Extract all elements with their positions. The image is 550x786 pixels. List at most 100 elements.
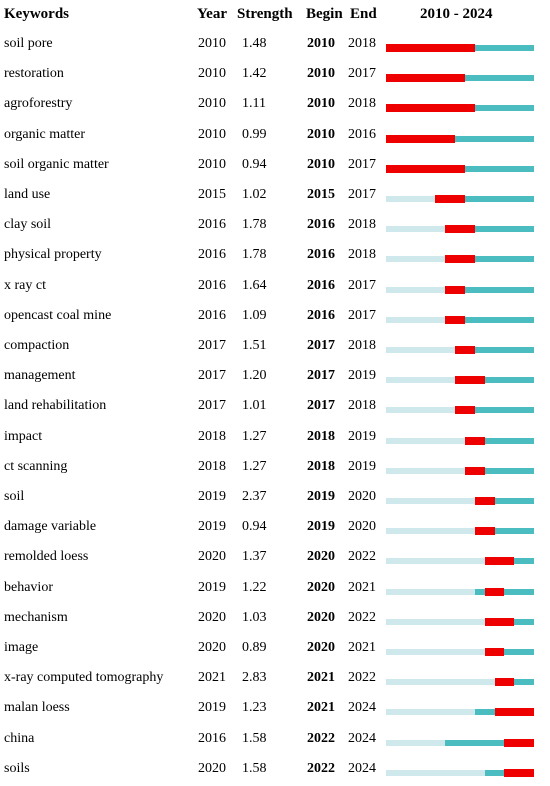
year-cell: 2017 <box>198 368 226 384</box>
begin-cell: 2022 <box>307 760 335 776</box>
keyword-cell: soils <box>4 760 30 776</box>
begin-cell: 2016 <box>307 247 335 263</box>
year-cell: 2018 <box>198 458 226 474</box>
end-cell: 2018 <box>348 247 376 263</box>
timeline-inactive-bar <box>386 769 485 776</box>
strength-cell: 1.11 <box>242 96 266 112</box>
timeline-inactive-bar <box>386 467 465 474</box>
begin-cell: 2016 <box>307 277 335 293</box>
keyword-cell: soil <box>4 489 25 504</box>
timeline-inactive-bar <box>386 498 475 504</box>
year-cell: 2018 <box>198 428 226 444</box>
table-row: damage variable 2019 0.94 2019 2020 <box>0 512 550 542</box>
timeline-active-bar <box>445 316 534 323</box>
begin-cell: 2016 <box>307 307 335 323</box>
year-cell: 2016 <box>198 730 226 746</box>
strength-cell: 1.58 <box>242 730 267 746</box>
timeline-active-bar <box>494 679 534 686</box>
burst-bar <box>435 195 465 203</box>
strength-cell: 0.94 <box>242 156 267 172</box>
strength-cell: 1.78 <box>242 217 267 233</box>
timeline-inactive-bar <box>386 316 446 323</box>
year-cell: 2020 <box>198 760 226 776</box>
strength-cell: 1.42 <box>242 66 267 82</box>
table-row: malan loess 2019 1.23 2021 2024 <box>0 693 550 723</box>
timeline-active-bar <box>455 407 534 414</box>
timeline-inactive-bar <box>386 679 495 686</box>
table-row: soils 2020 1.58 2022 2024 <box>0 754 550 784</box>
keyword-cell: restoration <box>4 66 64 82</box>
year-cell: 2016 <box>198 277 226 293</box>
begin-cell: 2020 <box>307 579 335 595</box>
year-cell: 2020 <box>198 609 226 625</box>
end-cell: 2024 <box>348 730 376 746</box>
begin-cell: 2020 <box>307 640 335 655</box>
timeline-inactive-bar <box>386 528 475 535</box>
strength-cell: 1.37 <box>242 549 267 565</box>
timeline-inactive-bar <box>386 286 446 293</box>
begin-cell: 2010 <box>307 66 335 82</box>
keyword-cell: land rehabilitation <box>4 398 107 414</box>
burst-bar <box>455 346 475 354</box>
timeline-inactive-bar <box>386 347 456 353</box>
header-end: End <box>350 6 377 22</box>
begin-cell: 2015 <box>307 187 335 202</box>
burst-bar <box>504 738 534 747</box>
burst-bar <box>445 315 465 324</box>
timeline-inactive-bar <box>386 618 485 625</box>
end-cell: 2018 <box>348 398 376 414</box>
burst-bar <box>474 497 495 505</box>
begin-cell: 2017 <box>307 368 335 384</box>
strength-cell: 1.22 <box>242 579 267 595</box>
burst-bar <box>386 44 475 52</box>
keyword-cell: malan loess <box>4 700 70 716</box>
table-row: compaction 2017 1.51 2017 2018 <box>0 331 550 361</box>
keyword-cell: management <box>4 368 76 384</box>
timeline-inactive-bar <box>386 649 485 655</box>
header-begin: Begin <box>306 6 343 22</box>
year-cell: 2016 <box>198 307 226 323</box>
timeline-active-bar <box>484 649 534 655</box>
year-cell: 2017 <box>198 338 226 353</box>
burst-bar <box>464 466 485 475</box>
table-row: soil pore 2010 1.48 2010 2018 <box>0 29 550 59</box>
begin-cell: 2010 <box>307 126 335 142</box>
keyword-cell: remolded loess <box>4 549 89 565</box>
header-range: 2010 - 2024 <box>420 6 493 22</box>
end-cell: 2017 <box>348 307 376 323</box>
strength-cell: 2.37 <box>242 489 267 504</box>
keyword-cell: mechanism <box>4 609 68 625</box>
year-cell: 2019 <box>198 519 226 535</box>
table-row: mechanism 2020 1.03 2020 2022 <box>0 603 550 633</box>
end-cell: 2024 <box>348 760 376 776</box>
keyword-cell: opencast coal mine <box>4 307 112 323</box>
strength-cell: 1.09 <box>242 307 267 323</box>
burst-bar <box>445 225 475 234</box>
burst-bar <box>464 436 485 445</box>
table-row: organic matter 2010 0.99 2010 2016 <box>0 120 550 150</box>
timeline-active-bar <box>455 377 534 384</box>
table-row: behavior 2019 1.22 2020 2021 <box>0 573 550 603</box>
timeline-active-bar <box>386 135 534 142</box>
burst-bar <box>455 376 485 385</box>
end-cell: 2019 <box>348 428 376 444</box>
timeline-inactive-bar <box>386 226 446 233</box>
begin-cell: 2020 <box>307 609 335 625</box>
end-cell: 2017 <box>348 156 376 172</box>
keyword-cell: damage variable <box>4 519 97 535</box>
strength-cell: 1.58 <box>242 760 267 776</box>
begin-cell: 2018 <box>307 428 335 444</box>
header-keywords: Keywords <box>4 6 69 22</box>
timeline-inactive-bar <box>386 588 475 595</box>
burst-bar <box>386 164 465 173</box>
burst-bar <box>386 104 475 113</box>
keyword-cell: behavior <box>4 579 53 595</box>
timeline-active-bar <box>445 256 534 263</box>
timeline-inactive-bar <box>386 407 456 414</box>
end-cell: 2021 <box>348 640 376 655</box>
header-strength: Strength <box>237 6 293 22</box>
strength-cell: 0.99 <box>242 126 267 142</box>
timeline-active-bar <box>474 588 534 595</box>
timeline-inactive-bar <box>386 377 456 384</box>
timeline-inactive-bar <box>386 739 446 746</box>
